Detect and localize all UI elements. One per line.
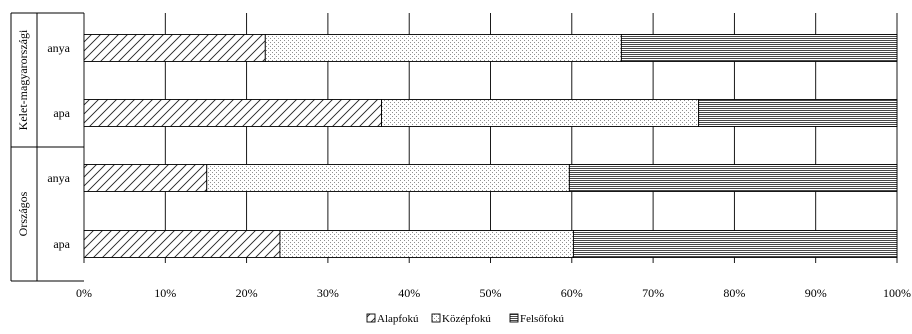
bar-segment-alapfokú [83,99,383,127]
bar-segment-középfokú [279,230,574,258]
row-label: apa [53,237,70,251]
group-label: Országos [16,191,30,236]
x-tick-label: 50% [480,286,502,300]
bars [83,34,898,258]
row-label: anya [47,41,70,55]
legend: Alapfokú Középfokú Felsőfokú [366,313,565,325]
legend-swatch-felsőfokú [509,313,519,323]
group-labels: Kelet-magyarországi Országos [16,29,30,236]
x-tick-label: 20% [236,286,258,300]
group-label: Kelet-magyarországi [16,29,30,130]
x-tick-label: 90% [805,286,827,300]
category-frame [10,12,84,282]
legend-swatch-középfokú [431,313,441,323]
x-tick-label: 100% [883,286,911,300]
x-tick-label: 30% [317,286,339,300]
bar-segment-alapfokú [83,34,266,62]
legend-label: Középfokú [442,313,491,325]
bar-segment-felsőfokú [698,99,898,127]
x-tick-label: 0% [76,286,92,300]
bar-segment-felsőfokú [568,164,898,192]
x-tick-label: 70% [642,286,664,300]
bar-segment-alapfokú [83,164,208,192]
x-tick-label: 40% [398,286,420,300]
row-label: apa [53,106,70,120]
x-tick-label: 10% [154,286,176,300]
legend-swatch-alapfokú [366,313,376,323]
legend-label: Alapfokú [377,313,419,325]
bar-segment-középfokú [264,34,622,62]
legend-label: Felsőfokú [520,313,565,325]
bar-segment-alapfokú [83,230,281,258]
row-labels: anya apa anya apa [47,41,70,251]
x-axis-ticks: 0% 10% 20% 30% 40% 50% 60% 70% 80% 90% 100% [76,286,911,300]
x-tick-label: 80% [723,286,745,300]
bar-segment-felsőfokú [572,230,898,258]
bar-segment-felsőfokú [620,34,898,62]
row-label: anya [47,171,70,185]
bar-segment-középfokú [381,99,700,127]
bar-segment-középfokú [206,164,570,192]
x-tick-label: 60% [561,286,583,300]
